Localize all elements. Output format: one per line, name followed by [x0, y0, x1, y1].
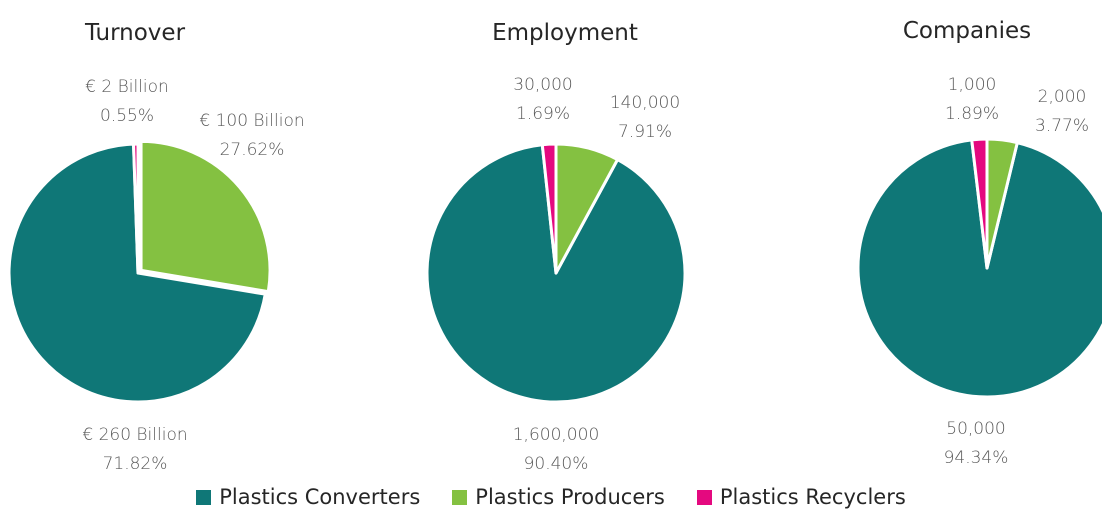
data-label-percent: 1.89% — [945, 104, 999, 124]
pie-title: Turnover — [84, 20, 186, 46]
data-label-percent: 27.62% — [220, 140, 285, 160]
legend-label-recyclers: Plastics Recyclers — [719, 485, 906, 509]
legend-item-recyclers: Plastics Recyclers — [696, 485, 906, 509]
data-label-percent: 3.77% — [1035, 116, 1089, 136]
data-label-percent: 1.69% — [516, 104, 570, 124]
pie-title: Companies — [903, 18, 1031, 44]
pie-chart-0: Turnover € 260 Billion 71.82% € 100 Billion… — [7, 20, 305, 474]
pie-charts-svg: Turnover € 260 Billion 71.82% € 100 Billion… — [7, 18, 1102, 474]
legend-item-converters: Plastics Converters — [196, 485, 420, 509]
pie-slice-producers — [139, 139, 272, 294]
data-label-value: 30,000 — [513, 75, 572, 95]
data-label-value: 1,600,000 — [513, 425, 600, 445]
legend-label-producers: Plastics Producers — [475, 485, 665, 509]
legend-swatch-converters — [196, 489, 212, 505]
data-label-recyclers: 1,000 1.89% — [945, 75, 999, 124]
pie-slice-converters — [856, 138, 1102, 399]
data-label-percent: 90.40% — [524, 454, 589, 474]
data-label-percent: 0.55% — [100, 106, 154, 126]
data-label-converters: 50,000 94.34% — [944, 419, 1009, 468]
data-label-value: 1,000 — [948, 75, 997, 95]
data-label-producers: 2,000 3.77% — [1035, 87, 1089, 136]
pie-slice-recyclers — [540, 142, 558, 275]
data-label-recyclers: 30,000 1.69% — [513, 75, 572, 124]
legend-swatch-recyclers — [696, 489, 712, 505]
pie-title: Employment — [492, 20, 638, 46]
data-label-recyclers: € 2 Billion 0.55% — [85, 77, 169, 126]
data-label-value: € 2 Billion — [85, 77, 169, 97]
data-label-value: 50,000 — [946, 419, 1005, 439]
legend-item-producers: Plastics Producers — [452, 485, 665, 509]
data-label-percent: 94.34% — [944, 448, 1009, 468]
pie-chart-2: Companies 50,000 94.34% 2,000 3.77% 1,000 1.89… — [856, 18, 1102, 468]
pie-slice-recyclers — [970, 137, 989, 270]
pie-slice-recyclers — [132, 142, 140, 275]
data-label-value: 140,000 — [610, 93, 680, 113]
data-label-converters: € 260 Billion 71.82% — [82, 425, 187, 474]
legend-label-converters: Plastics Converters — [219, 485, 421, 509]
data-label-percent: 71.82% — [103, 454, 168, 474]
data-label-percent: 7.91% — [618, 122, 672, 142]
data-label-value: € 100 Billion — [199, 111, 304, 131]
data-label-producers: € 100 Billion 27.62% — [199, 111, 304, 160]
data-label-converters: 1,600,000 90.40% — [513, 425, 600, 474]
data-label-value: € 260 Billion — [82, 425, 187, 445]
legend: Plastics Converters Plastics Producers P… — [0, 485, 1102, 509]
data-label-producers: 140,000 7.91% — [610, 93, 680, 142]
pie-chart-1: Employment 1,600,000 90.40% 140,000 7.91% 30,… — [425, 20, 687, 474]
legend-swatch-producers — [452, 489, 468, 505]
data-label-value: 2,000 — [1038, 87, 1087, 107]
